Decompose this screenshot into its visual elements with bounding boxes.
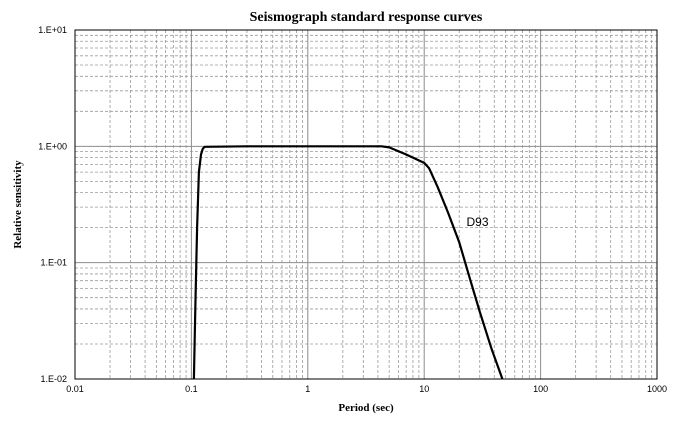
chart-title: Seismograph standard response curves xyxy=(250,10,483,25)
x-tick-label: 0.1 xyxy=(185,384,198,394)
curve-label: D93 xyxy=(467,215,489,229)
series-layer xyxy=(192,145,504,380)
y-axis-ticks: 1.E-02 1.E-01 1.E+00 1.E+01 xyxy=(38,25,67,384)
x-tick-label: 1000 xyxy=(647,384,667,394)
x-tick-label: 10 xyxy=(419,384,429,394)
x-axis-ticks: 0.01 0.1 1 10 100 1000 xyxy=(66,384,667,394)
y-tick-label: 1.E-02 xyxy=(40,374,67,384)
x-tick-label: 0.01 xyxy=(66,384,84,394)
y-axis-label: Relative sensitivity xyxy=(12,160,24,249)
x-tick-label: 100 xyxy=(533,384,548,394)
plot-area-frame xyxy=(74,29,658,380)
y-tick-label: 1.E+01 xyxy=(38,25,67,35)
series-line-d93 xyxy=(192,145,504,380)
x-tick-label: 1 xyxy=(305,384,310,394)
y-tick-label: 1.E-01 xyxy=(40,258,67,268)
x-axis-label: Period (sec) xyxy=(338,402,394,414)
y-tick-label: 1.E+00 xyxy=(38,141,67,151)
minor-grid xyxy=(75,30,657,379)
annotations: D93 xyxy=(467,215,489,229)
